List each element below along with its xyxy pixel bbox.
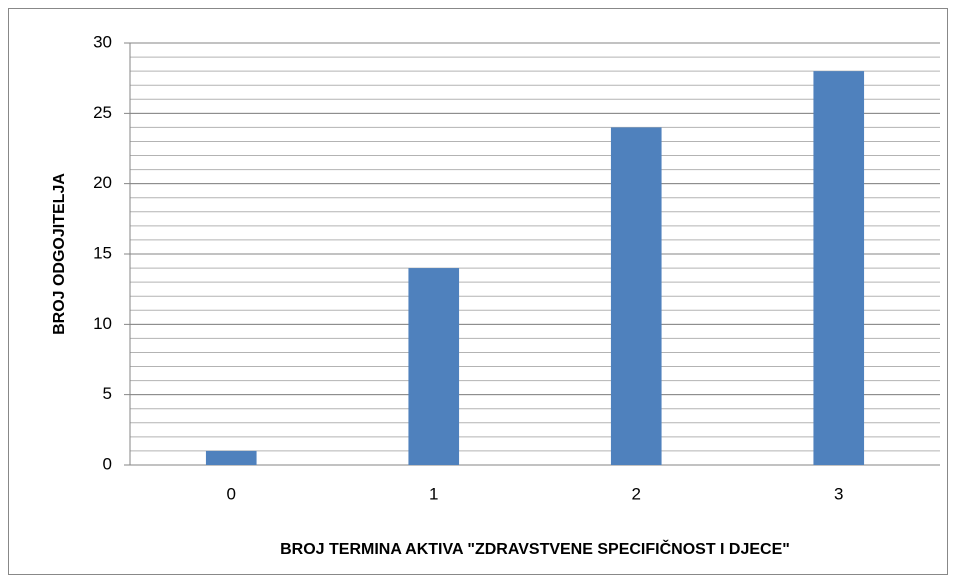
x-axis-title: BROJ TERMINA AKTIVA "ZDRAVSTVENE SPECIFI… (280, 539, 790, 558)
bar (408, 268, 460, 465)
y-tick-label: 5 (103, 384, 112, 403)
x-tick-label: 3 (834, 484, 843, 503)
x-tick-label: 2 (632, 484, 641, 503)
y-tick-label: 0 (103, 454, 112, 473)
y-tick-label: 15 (93, 243, 112, 262)
y-tick-label: 25 (93, 103, 112, 122)
bar (610, 127, 662, 466)
y-tick-label: 20 (93, 173, 112, 192)
y-tick-label: 30 (93, 32, 112, 51)
y-axis-title: BROJ ODGOJITELJA (51, 173, 68, 335)
x-tick-label: 0 (227, 484, 236, 503)
bar (205, 450, 257, 465)
x-tick-label: 1 (429, 484, 438, 503)
chart-border (8, 8, 948, 575)
y-tick-label: 10 (93, 314, 112, 333)
bar (813, 71, 865, 465)
